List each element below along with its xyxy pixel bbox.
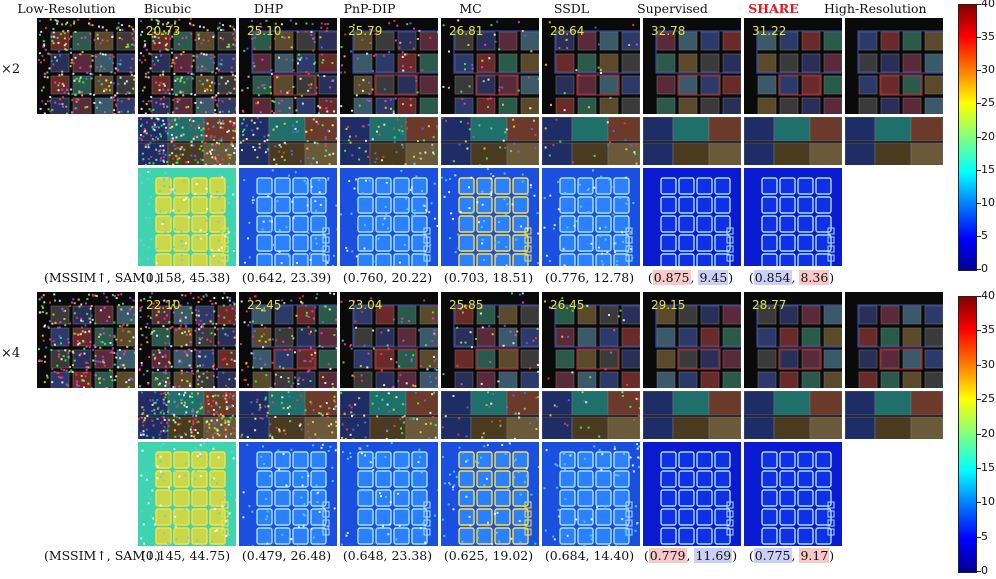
- colorbar-tick-label: 40: [981, 0, 995, 10]
- metric-mc-x4: (0.625, 19.02): [443, 548, 534, 563]
- crop-image-pnp-dip-x4: [340, 391, 438, 439]
- sr-image-mc-x2: 26.81: [441, 18, 539, 114]
- colorbar-tick-label: 15: [981, 162, 995, 176]
- crop-image-ssdl-x4: [542, 391, 640, 439]
- col-header-high-resolution: High-Resolution: [824, 1, 927, 16]
- error-map-mc-x4: [441, 442, 539, 546]
- sr-image-mc-x4: 25.85: [441, 292, 539, 388]
- crop-image-dhp-x2: [239, 117, 337, 165]
- colorbar-tick-label: 5: [981, 228, 988, 242]
- colorbar-tick-label: 35: [981, 30, 995, 44]
- error-map-supervised-x4: [643, 442, 741, 546]
- col-header-ssdl: SSDL: [553, 1, 590, 16]
- crop-image-bicubic-x4: [138, 391, 236, 439]
- sr-image-bicubic-x2: 20.73: [138, 18, 236, 114]
- colorbar-tick-label: 0: [981, 564, 988, 577]
- error-map-share-x2: [744, 168, 842, 266]
- col-header-mc: MC: [459, 1, 482, 16]
- sr-image-share-x4: 28.77: [744, 292, 842, 388]
- sr-image-dhp-x2: 25.10: [239, 18, 337, 114]
- sr-image-high-resolution-x4: [845, 292, 943, 388]
- crop-image-mc-x2: [441, 117, 539, 165]
- error-map-dhp-x2: [239, 168, 337, 266]
- crop-image-share-x4: [744, 391, 842, 439]
- metric-label-x4: (MSSIM↑, SAM↓): [44, 548, 161, 563]
- metric-mc-x2: (0.703, 18.51): [443, 270, 534, 285]
- lr-image-x4: [37, 292, 135, 388]
- metric-pnp-dip-x4: (0.648, 23.38): [342, 548, 433, 563]
- error-map-bicubic-x4: [138, 442, 236, 546]
- error-map-supervised-x2: [643, 168, 741, 266]
- colorbar-tick-label: 25: [981, 392, 995, 406]
- colorbar-tick-label: 10: [981, 495, 995, 509]
- sr-image-ssdl-x4: 26.45: [542, 292, 640, 388]
- crop-image-pnp-dip-x2: [340, 117, 438, 165]
- sr-image-share-x2: 31.22: [744, 18, 842, 114]
- error-map-pnp-dip-x4: [340, 442, 438, 546]
- col-header-pnp-dip: PnP-DIP: [343, 1, 396, 16]
- col-header-supervised: Supervised: [637, 1, 708, 16]
- metric-ssdl-x4: (0.684, 14.40): [544, 548, 635, 563]
- metric-dhp-x4: (0.479, 26.48): [241, 548, 332, 563]
- colorbar-tick-label: 20: [981, 129, 995, 143]
- metric-pnp-dip-x2: (0.760, 20.22): [342, 270, 433, 285]
- colorbar-x4: [958, 296, 977, 573]
- colorbar-tick-label: 15: [981, 460, 995, 474]
- scale-label-x2: ×2: [1, 62, 21, 77]
- scale-label-x4: ×4: [1, 346, 21, 361]
- col-header-share: SHARE: [748, 1, 799, 16]
- metric-label-x2: (MSSIM↑, SAM↓): [44, 270, 161, 285]
- crop-image-supervised-x2: [643, 117, 741, 165]
- colorbar-tick-label: 0: [981, 262, 988, 275]
- sr-image-pnp-dip-x4: 23.04: [340, 292, 438, 388]
- sr-image-bicubic-x4: 22.10: [138, 292, 236, 388]
- crop-image-ssdl-x2: [542, 117, 640, 165]
- metric-bicubic-x4: (0.145, 44.75): [140, 548, 231, 563]
- error-map-mc-x2: [441, 168, 539, 266]
- metric-supervised-x4: (0.779, 11.69): [643, 548, 738, 563]
- metric-ssdl-x2: (0.776, 12.78): [544, 270, 635, 285]
- metric-share-x2: (0.854, 8.36): [748, 270, 835, 285]
- lr-image-x2: [37, 18, 135, 114]
- col-header-bicubic: Bicubic: [143, 1, 192, 16]
- sr-image-pnp-dip-x2: 25.79: [340, 18, 438, 114]
- metric-bicubic-x2: (0.158, 45.38): [140, 270, 231, 285]
- sr-image-supervised-x4: 29.15: [643, 292, 741, 388]
- crop-image-share-x2: [744, 117, 842, 165]
- crop-image-high-resolution-x4: [845, 391, 943, 439]
- crop-image-dhp-x4: [239, 391, 337, 439]
- colorbar-tick-label: 10: [981, 195, 995, 209]
- colorbar-x2: [958, 4, 977, 271]
- crop-image-high-resolution-x2: [845, 117, 943, 165]
- metric-share-x4: (0.775, 9.17): [748, 548, 835, 563]
- sr-image-supervised-x2: 32.78: [643, 18, 741, 114]
- metric-dhp-x2: (0.642, 23.39): [241, 270, 332, 285]
- sr-image-dhp-x4: 22.45: [239, 292, 337, 388]
- error-map-share-x4: [744, 442, 842, 546]
- error-map-bicubic-x2: [138, 168, 236, 266]
- error-map-pnp-dip-x2: [340, 168, 438, 266]
- colorbar-tick-label: 30: [981, 63, 995, 77]
- error-map-dhp-x4: [239, 442, 337, 546]
- crop-image-bicubic-x2: [138, 117, 236, 165]
- error-map-ssdl-x4: [542, 442, 640, 546]
- colorbar-tick-label: 40: [981, 289, 995, 302]
- colorbar-tick-label: 25: [981, 96, 995, 110]
- col-header-low-resolution: Low-Resolution: [17, 1, 116, 16]
- sr-image-ssdl-x2: 28.64: [542, 18, 640, 114]
- metric-supervised-x2: (0.875, 9.45): [647, 270, 734, 285]
- col-header-dhp: DHP: [253, 1, 284, 16]
- sr-image-high-resolution-x2: [845, 18, 943, 114]
- error-map-ssdl-x2: [542, 168, 640, 266]
- colorbar-tick-label: 35: [981, 323, 995, 337]
- crop-image-supervised-x4: [643, 391, 741, 439]
- colorbar-tick-label: 20: [981, 426, 995, 440]
- colorbar-tick-label: 5: [981, 529, 988, 543]
- colorbar-tick-label: 30: [981, 357, 995, 371]
- crop-image-mc-x4: [441, 391, 539, 439]
